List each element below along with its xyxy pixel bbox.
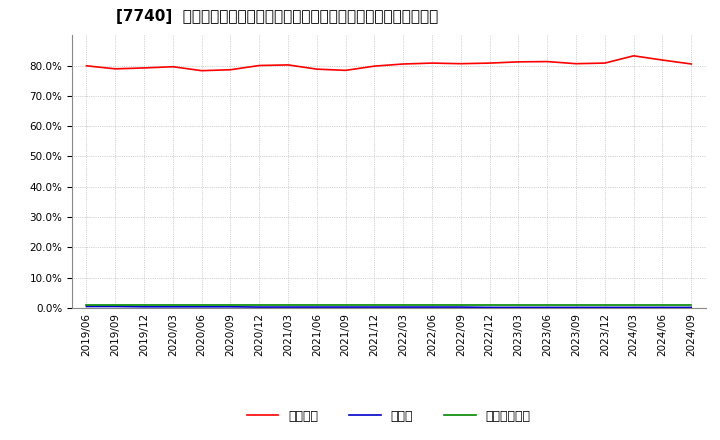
繰延税金資産 bbox=[312, 302, 321, 308]
自己資本 bbox=[687, 61, 696, 66]
のれん bbox=[629, 305, 638, 310]
繰延税金資産 bbox=[255, 302, 264, 308]
自己資本 bbox=[399, 61, 408, 66]
繰延税金資産 bbox=[341, 302, 350, 308]
繰延税金資産 bbox=[456, 302, 465, 308]
のれん bbox=[111, 304, 120, 309]
自己資本 bbox=[197, 68, 206, 73]
のれん bbox=[140, 304, 148, 309]
自己資本 bbox=[572, 61, 580, 66]
自己資本 bbox=[312, 66, 321, 72]
繰延税金資産 bbox=[168, 302, 177, 308]
のれん bbox=[514, 305, 523, 310]
繰延税金資産 bbox=[428, 302, 436, 308]
のれん bbox=[197, 304, 206, 309]
自己資本 bbox=[600, 60, 609, 66]
繰延税金資産 bbox=[82, 302, 91, 308]
自己資本 bbox=[370, 63, 379, 69]
Line: 自己資本: 自己資本 bbox=[86, 56, 691, 71]
のれん bbox=[255, 304, 264, 310]
のれん bbox=[543, 305, 552, 310]
繰延税金資産 bbox=[600, 302, 609, 308]
のれん bbox=[399, 304, 408, 310]
のれん bbox=[572, 305, 580, 310]
自己資本 bbox=[82, 63, 91, 69]
のれん bbox=[456, 304, 465, 310]
自己資本 bbox=[629, 53, 638, 59]
のれん bbox=[312, 304, 321, 310]
自己資本 bbox=[111, 66, 120, 71]
Line: のれん: のれん bbox=[86, 307, 691, 308]
自己資本 bbox=[514, 59, 523, 65]
のれん bbox=[687, 305, 696, 310]
のれん bbox=[341, 304, 350, 310]
自己資本 bbox=[543, 59, 552, 64]
のれん bbox=[370, 304, 379, 310]
自己資本 bbox=[255, 63, 264, 68]
繰延税金資産 bbox=[111, 302, 120, 308]
のれん bbox=[168, 304, 177, 309]
自己資本 bbox=[658, 57, 667, 62]
のれん bbox=[485, 305, 494, 310]
Legend: 自己資本, のれん, 繰延税金資産: 自己資本, のれん, 繰延税金資産 bbox=[247, 410, 531, 423]
繰延税金資産 bbox=[687, 302, 696, 308]
自己資本 bbox=[428, 60, 436, 66]
Text: [7740]  自己資本、のれん、繰延税金資産の総資産に対する比率の推移: [7740] 自己資本、のれん、繰延税金資産の総資産に対する比率の推移 bbox=[117, 9, 438, 24]
繰延税金資産 bbox=[572, 302, 580, 308]
自己資本 bbox=[226, 67, 235, 73]
のれん bbox=[82, 304, 91, 309]
のれん bbox=[428, 304, 436, 310]
繰延税金資産 bbox=[485, 302, 494, 308]
のれん bbox=[226, 304, 235, 309]
自己資本 bbox=[284, 62, 292, 68]
自己資本 bbox=[456, 61, 465, 66]
のれん bbox=[600, 305, 609, 310]
繰延税金資産 bbox=[284, 302, 292, 308]
繰延税金資産 bbox=[629, 302, 638, 308]
繰延税金資産 bbox=[399, 302, 408, 308]
繰延税金資産 bbox=[140, 302, 148, 308]
繰延税金資産 bbox=[226, 302, 235, 308]
自己資本 bbox=[168, 64, 177, 70]
自己資本 bbox=[485, 60, 494, 66]
繰延税金資産 bbox=[197, 302, 206, 308]
繰延税金資産 bbox=[514, 302, 523, 308]
自己資本 bbox=[140, 65, 148, 70]
のれん bbox=[284, 304, 292, 310]
繰延税金資産 bbox=[543, 302, 552, 308]
繰延税金資産 bbox=[658, 302, 667, 308]
自己資本 bbox=[341, 68, 350, 73]
繰延税金資産 bbox=[370, 302, 379, 308]
のれん bbox=[658, 305, 667, 310]
